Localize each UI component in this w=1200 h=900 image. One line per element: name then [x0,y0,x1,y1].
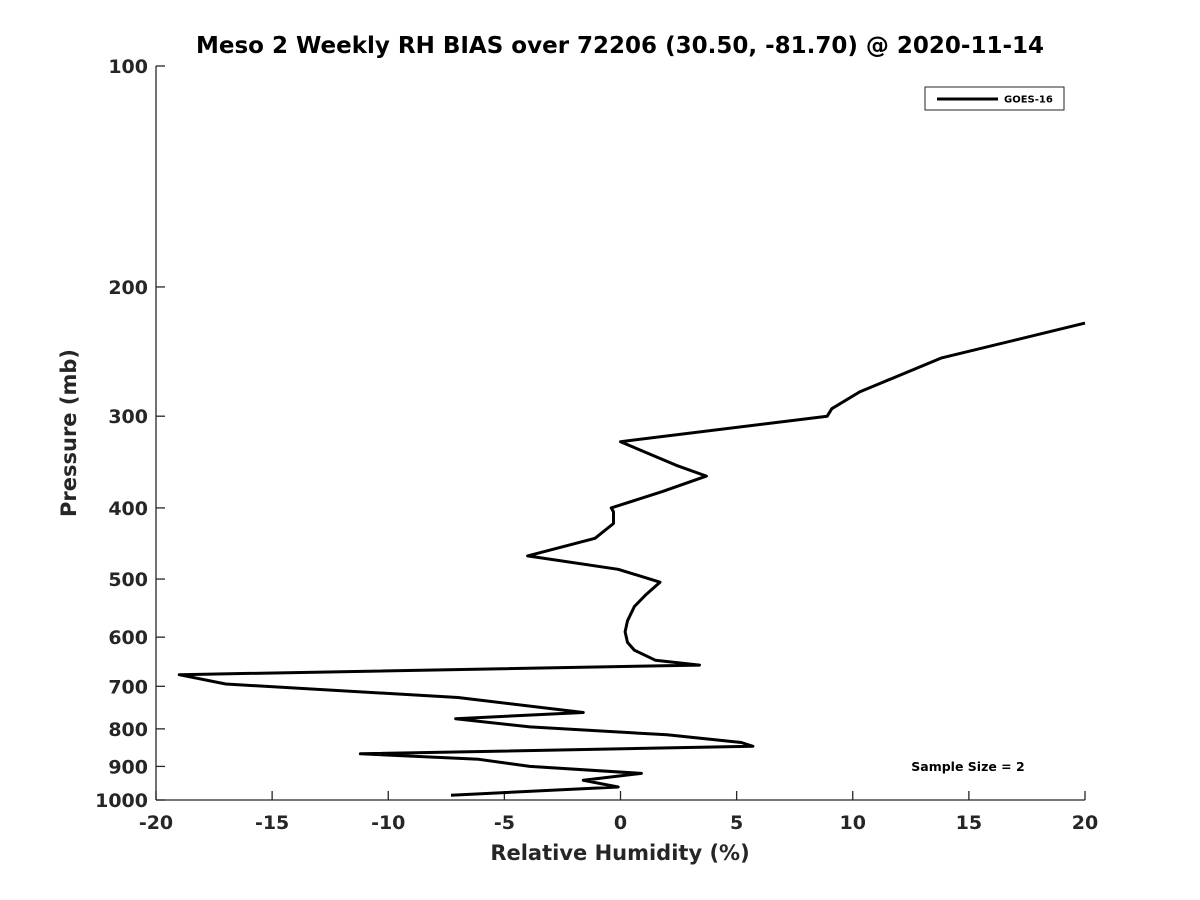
x-tick-label: 0 [614,812,627,834]
x-tick-label: 15 [956,812,982,834]
chart-title: Meso 2 Weekly RH BIAS over 72206 (30.50,… [196,33,1044,59]
x-tick-label: 20 [1072,812,1098,834]
x-tick-label: -10 [371,812,405,834]
y-axis-label: Pressure (mb) [57,349,81,517]
x-tick-label: 5 [730,812,743,834]
y-tick-label: 200 [108,277,148,299]
x-tick-label: -5 [494,812,515,834]
series-line-goes-16 [177,321,1086,797]
x-tick-label: -20 [139,812,173,834]
y-tick-label: 700 [108,676,148,698]
legend-label: GOES-16 [1004,95,1053,106]
y-tick-label: 600 [108,627,148,649]
legend: GOES-16 [924,86,1065,111]
y-tick-label: 400 [108,498,148,520]
sample-size-annotation: Sample Size = 2 [911,759,1024,774]
x-ticks: -20 -15 -10 -5 0 5 10 15 20 [139,791,1098,834]
x-tick-label: 10 [840,812,866,834]
y-tick-label: 1000 [95,790,148,812]
y-tick-label: 900 [108,756,148,778]
y-tick-label: 300 [108,406,148,428]
y-ticks: 100 200 300 400 500 600 700 800 900 1000 [95,56,165,812]
x-tick-label: -15 [255,812,289,834]
y-tick-label: 800 [108,719,148,741]
y-tick-label: 500 [108,569,148,591]
x-axis-label: Relative Humidity (%) [490,841,749,865]
y-tick-label: 100 [108,56,148,78]
